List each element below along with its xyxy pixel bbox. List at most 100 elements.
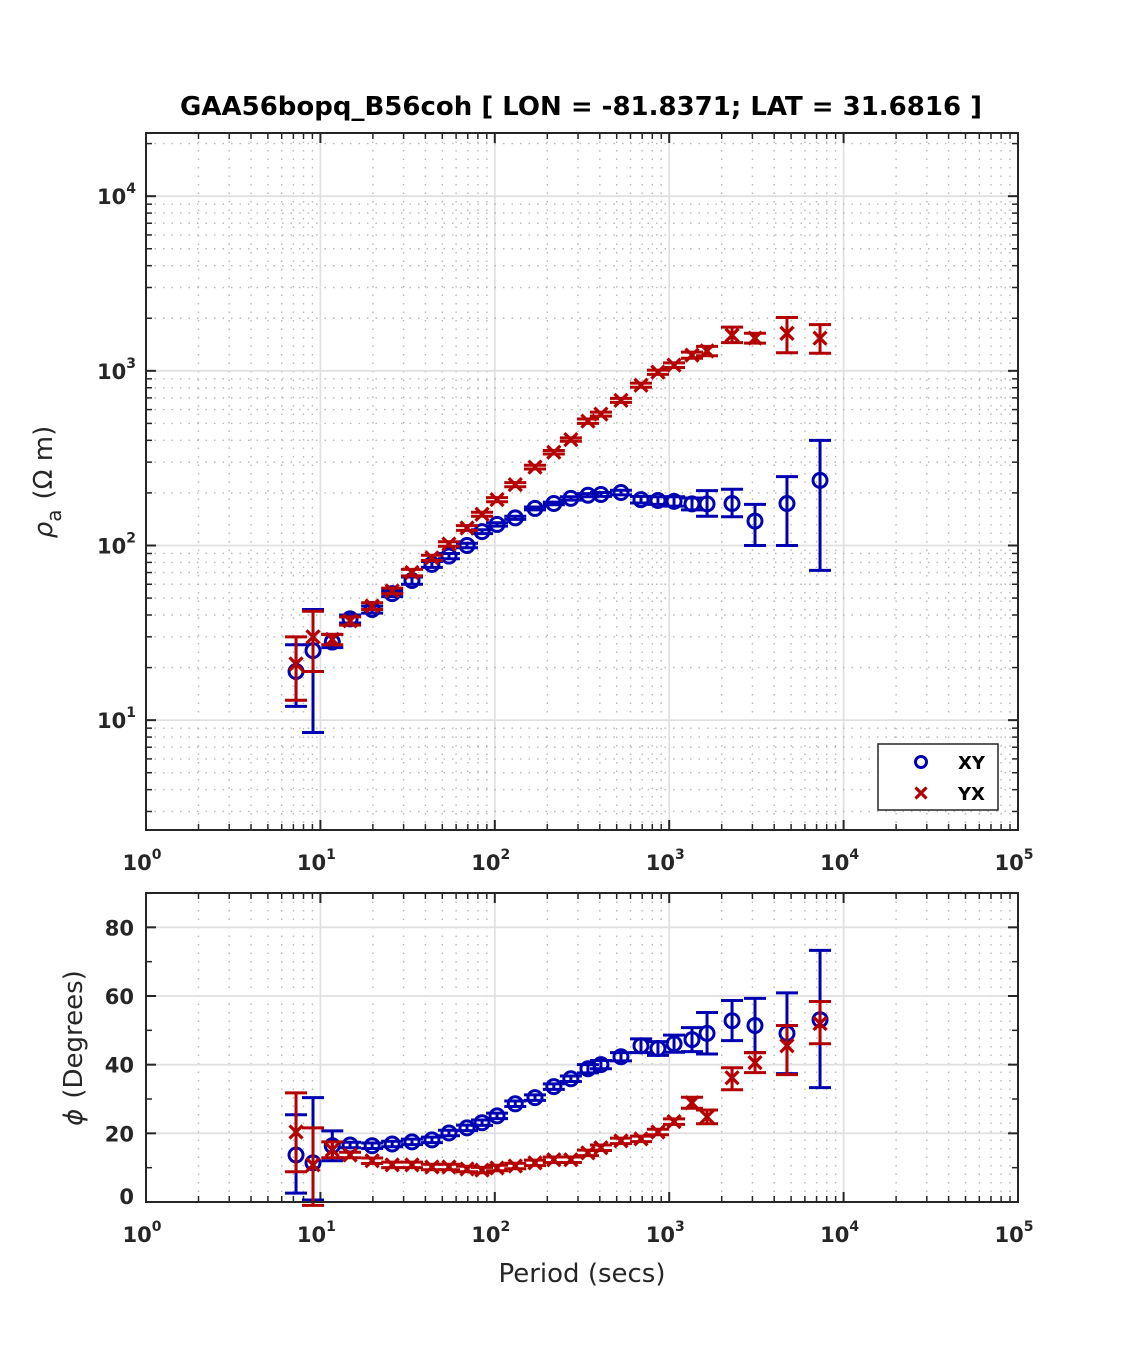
x-axis-label: Period (secs) — [498, 1259, 665, 1289]
data-point-xy — [437, 547, 460, 565]
x-marker — [779, 1038, 795, 1054]
data-point-xy — [559, 1070, 582, 1088]
data-point-yx — [381, 1157, 404, 1173]
x-marker — [546, 444, 562, 460]
x-marker — [684, 347, 700, 363]
data-point-xy — [400, 1133, 423, 1151]
x-tick-label: 105 — [995, 1219, 1034, 1247]
x-tick-label: 103 — [646, 847, 685, 875]
series-yx — [285, 316, 832, 702]
x-marker — [724, 1070, 740, 1086]
x-marker — [650, 1124, 666, 1140]
data-point-yx — [523, 459, 546, 475]
x-tick-label-base: 10 — [995, 1223, 1024, 1247]
x-marker — [546, 1152, 562, 1168]
data-point-yx — [381, 583, 404, 599]
resistivity-y-axis-label: ρa (Ω m) — [29, 426, 66, 539]
data-point-xy — [696, 489, 719, 518]
circle-marker — [592, 1056, 610, 1074]
circle-marker — [632, 491, 650, 509]
data-point-xy — [589, 1056, 612, 1074]
phase-x-tick-labels: 100 101 102 103 104 105 — [123, 1219, 1034, 1247]
data-point-xy — [775, 475, 798, 547]
x-marker — [474, 506, 490, 522]
x-marker — [747, 330, 763, 346]
data-point-yx — [680, 347, 703, 363]
x-marker — [633, 1131, 649, 1147]
data-point-yx — [559, 431, 582, 448]
data-point-yx — [646, 1124, 669, 1140]
series-xy — [285, 948, 832, 1202]
circle-marker — [562, 489, 580, 507]
circle-marker — [526, 1089, 544, 1107]
data-point-xy — [542, 494, 565, 512]
data-point-xy — [721, 998, 744, 1043]
data-point-yx — [809, 999, 832, 1046]
data-point-yx — [775, 316, 798, 355]
data-point-xy — [663, 492, 686, 510]
circle-marker — [778, 494, 796, 512]
data-point-xy — [542, 1078, 565, 1096]
x-tick-label-exponent: 2 — [501, 1219, 511, 1235]
data-point-yx — [663, 357, 686, 373]
circle-marker — [363, 1137, 381, 1155]
data-point-yx — [437, 536, 460, 552]
x-marker — [563, 431, 579, 448]
y-tick-label: 0 — [119, 1185, 134, 1209]
data-point-yx — [361, 598, 384, 614]
x-tick-label-exponent: 3 — [675, 847, 685, 863]
chart-title: GAA56bopq_B56coh [ LON = -81.8371; LAT =… — [180, 92, 982, 122]
x-tick-label: 100 — [123, 847, 162, 875]
data-point-xy — [361, 1137, 384, 1155]
data-point-yx — [721, 325, 744, 345]
x-tick-label: 105 — [995, 847, 1034, 875]
x-marker — [441, 1159, 457, 1175]
y-tick-label: 104 — [97, 181, 136, 209]
data-point-xy — [680, 1026, 703, 1054]
data-point-yx — [420, 550, 443, 566]
phase-axes-frame — [145, 892, 1019, 1203]
y-tick-label-exponent: 4 — [126, 181, 136, 197]
data-point-xy — [589, 485, 612, 503]
circle-marker — [506, 1095, 524, 1113]
x-tick-label-exponent: 5 — [1024, 1219, 1034, 1235]
y-tick-label-exponent: 3 — [126, 356, 136, 372]
resistivity-data — [285, 316, 832, 734]
x-marker — [724, 327, 740, 343]
x-marker — [613, 392, 629, 409]
data-point-xy — [809, 438, 832, 572]
data-point-yx — [775, 1024, 798, 1077]
circle-marker — [488, 1107, 506, 1125]
data-point-xy — [471, 1114, 494, 1132]
resistivity-axes-frame — [145, 132, 1019, 831]
circle-marker — [698, 1024, 716, 1042]
data-point-xy — [696, 1010, 719, 1056]
x-marker — [812, 330, 828, 346]
x-marker — [384, 583, 400, 599]
x-tick-label: 101 — [297, 1219, 336, 1247]
legend-circle-marker-icon — [914, 755, 928, 769]
x-marker — [489, 492, 505, 508]
x-marker — [404, 564, 420, 581]
x-marker — [666, 1114, 682, 1130]
x-marker — [364, 1153, 380, 1169]
x-tick-label-exponent: 4 — [849, 1219, 859, 1235]
resistivity-plot-area — [146, 133, 1018, 830]
circle-marker — [649, 1040, 667, 1058]
y-tick-label: 60 — [105, 985, 134, 1009]
x-marker — [613, 1133, 629, 1149]
x-tick-label-base: 10 — [471, 1223, 500, 1247]
data-point-yx — [609, 1133, 632, 1149]
circle-marker — [458, 536, 476, 554]
circle-marker — [440, 1124, 458, 1142]
data-point-yx — [302, 609, 325, 673]
data-point-xy — [486, 1107, 509, 1125]
circle-marker — [545, 1078, 563, 1096]
circle-marker — [612, 1048, 630, 1066]
x-tick-label: 102 — [471, 1219, 510, 1247]
circle-marker — [506, 509, 524, 527]
x-marker — [288, 1124, 304, 1140]
x-marker — [424, 1159, 440, 1175]
legend-x-marker-icon — [914, 786, 928, 800]
